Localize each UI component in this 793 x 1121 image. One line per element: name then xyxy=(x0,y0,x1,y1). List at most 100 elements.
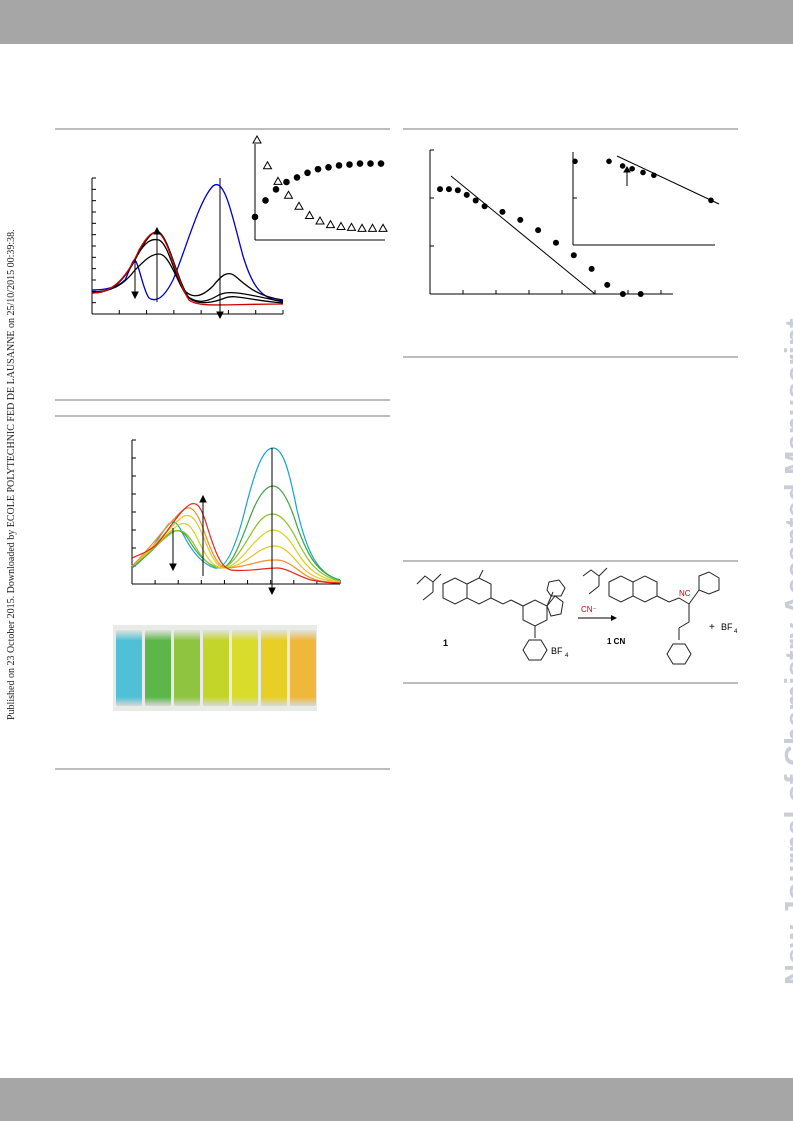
fig3-arrows xyxy=(169,448,276,596)
bf4-left-label: BF xyxy=(551,646,563,656)
fig3-curve-yellow xyxy=(131,522,341,583)
fig1-curve-black-1 xyxy=(91,253,284,301)
fig1-inset-triangle-point xyxy=(325,219,336,229)
fig1-arrows xyxy=(131,178,224,320)
rule-scheme-top xyxy=(403,560,738,562)
svg-text:4: 4 xyxy=(734,629,738,635)
fig2-point xyxy=(604,281,611,288)
rule-fig1-bottom xyxy=(55,399,390,401)
cuvette xyxy=(232,630,258,706)
fig1-curve-blue xyxy=(91,183,284,302)
fig1-inset-triangle-point xyxy=(315,215,325,225)
fig1-curve-red xyxy=(91,231,284,306)
fig2-titration-chart xyxy=(429,149,720,297)
fig2-point xyxy=(588,265,595,272)
fig2-fit-line xyxy=(450,175,596,295)
fig1-inset-triangle-point xyxy=(273,176,283,185)
reactant-structure xyxy=(416,569,566,661)
rule-fig2-top xyxy=(403,128,738,130)
reaction-scheme: 1 BF 4 CN⁻ NC 1 CN + BF 4 xyxy=(416,567,738,665)
fig1-inset-axes xyxy=(254,144,385,241)
fig2-point xyxy=(481,203,488,210)
fig2-axes xyxy=(429,150,673,295)
fig1-inset-triangle-point xyxy=(304,210,315,219)
fig1-inset-filled-point xyxy=(346,161,353,168)
fig2-inset-point xyxy=(651,172,657,179)
fig2-inset-point xyxy=(619,163,626,169)
fig2-inset-axes xyxy=(572,152,715,246)
product-structure xyxy=(582,567,720,665)
fig1-inset-points xyxy=(251,134,388,232)
fig2-point xyxy=(454,187,461,194)
fig2-inset-fit-line xyxy=(616,155,720,205)
fig1-spectra-chart xyxy=(91,134,388,320)
fig1-inset-filled-point xyxy=(335,162,343,169)
fig2-point xyxy=(463,191,470,198)
fig1-inset-triangle-point xyxy=(283,190,294,199)
rule-fig3-bottom xyxy=(55,768,390,770)
cuvette xyxy=(290,630,316,706)
fig2-inset-point xyxy=(708,197,714,204)
fig3-curve-lightgreen xyxy=(131,513,341,582)
cuvette xyxy=(145,630,171,706)
fig1-inset-triangle-point xyxy=(378,223,388,232)
fig1-inset-filled-point xyxy=(283,178,290,186)
fig2-point xyxy=(535,227,542,234)
fig2-point xyxy=(445,186,452,193)
fig3-curve-red xyxy=(131,502,341,584)
fig1-curves xyxy=(91,183,284,306)
fig1-inset-triangle-point xyxy=(252,134,262,144)
nc-label: NC xyxy=(679,589,691,598)
cuvette xyxy=(116,630,142,706)
publication-note: Published on 23 October 2015. Downloaded… xyxy=(6,229,17,720)
fig2-points xyxy=(437,186,644,297)
fig2-point xyxy=(517,216,524,223)
cuvette xyxy=(261,630,287,706)
fig1-inset-filled-point xyxy=(314,165,322,173)
bottom-banner xyxy=(0,1078,793,1121)
svg-text:4: 4 xyxy=(565,653,569,659)
accepted-manuscript-watermark: New Journal of Chemistry Accepted Manusc… xyxy=(780,318,793,985)
rule-scheme-bottom xyxy=(403,682,738,684)
product-label: 1 CN xyxy=(607,637,625,646)
reagent-label: CN⁻ xyxy=(581,605,597,614)
top-banner xyxy=(0,0,793,44)
fig1-inset-filled-point xyxy=(325,163,332,171)
fig3-curve-gold xyxy=(131,514,341,583)
fig1-inset-triangle-point xyxy=(262,160,273,170)
cuvette xyxy=(174,630,200,706)
fig1-inset-filled-point xyxy=(251,213,259,221)
fig3-curves xyxy=(131,447,341,584)
fig1-inset-triangle-point xyxy=(336,221,346,230)
fig1-inset-filled-point xyxy=(356,160,364,167)
fig1-inset-filled-point xyxy=(367,160,374,167)
fig1-inset-filled-point xyxy=(262,197,269,204)
fig1-inset-filled-point xyxy=(377,160,385,167)
fig2-inset-point xyxy=(629,165,635,172)
bf4-right-label: BF xyxy=(721,622,733,632)
fig3-curve-orange xyxy=(131,507,341,584)
fig2-point xyxy=(552,239,559,246)
rule-fig2-bottom xyxy=(403,356,738,358)
fig1-inset-filled-point xyxy=(272,186,280,193)
fig2-inset-point xyxy=(572,158,578,165)
fig2-inset-point xyxy=(640,169,646,176)
fig2-point xyxy=(437,186,443,193)
fig1-inset-filled-point xyxy=(304,169,311,177)
fig3-spectra-chart xyxy=(131,439,341,596)
fig1-inset-triangle-point xyxy=(294,201,304,210)
rule-fig1-top xyxy=(55,128,390,130)
fig2-point xyxy=(619,291,626,297)
fig2-point xyxy=(637,291,644,297)
compound-1-label: 1 xyxy=(443,638,448,648)
fig1-inset-triangle-point xyxy=(367,223,378,232)
fig1-inset-triangle-point xyxy=(357,223,367,232)
fig2-inset-point xyxy=(606,158,612,165)
plus-sign: + xyxy=(709,622,715,633)
fig2-point xyxy=(570,252,577,259)
cuvette xyxy=(203,630,229,706)
fig1-inset-filled-point xyxy=(293,174,301,181)
fig2-ticks xyxy=(430,149,662,294)
fig2-inset-arrow xyxy=(623,166,631,186)
fig2-point xyxy=(499,208,506,215)
